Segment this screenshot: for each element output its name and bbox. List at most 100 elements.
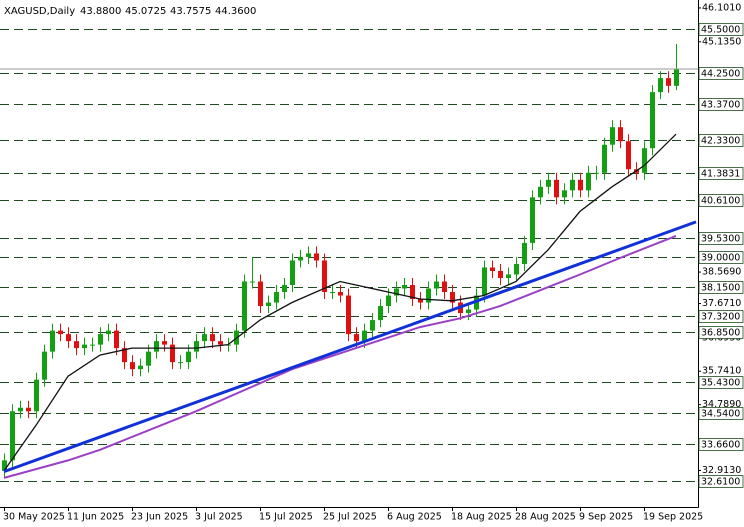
x-tick-label: 25 Jul 2025 — [323, 512, 377, 523]
x-tick-label: 30 May 2025 — [3, 512, 65, 523]
x-tick-label: 15 Jul 2025 — [259, 512, 313, 523]
candle-body — [42, 351, 47, 380]
candle-body — [114, 330, 119, 349]
candle-body — [362, 330, 367, 342]
chart-title: XAGUSD,Daily — [4, 6, 75, 17]
candle-body — [626, 141, 631, 170]
x-tick-label: 18 Aug 2025 — [451, 512, 512, 523]
candle-body — [74, 341, 79, 349]
level-label-box — [698, 232, 744, 245]
candle-body — [202, 334, 207, 342]
level-label: 34.5400 — [701, 409, 740, 420]
candle-body — [666, 78, 671, 86]
candle-body — [618, 127, 623, 142]
candle-body — [394, 288, 399, 296]
candle-body — [34, 379, 39, 412]
candle-body — [322, 260, 327, 293]
candle-body — [282, 285, 287, 293]
candle-body — [146, 351, 151, 366]
indicator-line — [3, 133, 677, 472]
y-tick-label: 45.1350 — [702, 36, 741, 47]
level-label: 42.3300 — [701, 136, 740, 147]
level-label-box — [698, 326, 744, 339]
candle-body — [570, 179, 575, 191]
candle-body — [538, 186, 543, 198]
level-label-box — [698, 376, 744, 389]
candle-body — [586, 172, 591, 191]
candle-body — [378, 306, 383, 321]
y-tick-label: 35.7410 — [702, 366, 741, 377]
candle-body — [354, 334, 359, 342]
candle-body — [226, 344, 231, 346]
level-label-box — [698, 251, 744, 264]
candle-body — [58, 330, 63, 335]
candle-body — [106, 330, 111, 335]
candle-body — [402, 285, 407, 289]
candle-body — [178, 362, 183, 364]
candle-body — [26, 407, 31, 412]
candle-body — [650, 92, 655, 149]
title-price: 45.0725 — [125, 6, 166, 17]
title-price: 43.8800 — [80, 6, 121, 17]
y-tick-label: 38.5690 — [702, 267, 741, 278]
candle-body — [602, 144, 607, 173]
candle-body — [450, 292, 455, 303]
candle-body — [186, 351, 191, 363]
indicator-line — [3, 234, 677, 479]
candle-body — [10, 411, 15, 461]
x-tick-label: 9 Sep 2025 — [579, 512, 633, 523]
title-price: 44.3600 — [215, 6, 256, 17]
title-price: 43.7575 — [170, 6, 211, 17]
candle-body — [514, 263, 519, 275]
y-tick-label: 34.7890 — [702, 399, 741, 410]
candle-body — [130, 362, 135, 370]
candle-body — [242, 281, 247, 331]
candle-body — [298, 256, 303, 261]
candle-body — [138, 365, 143, 370]
candle-body — [370, 320, 375, 331]
candle-body — [170, 344, 175, 363]
candle-body — [642, 148, 647, 173]
level-label: 33.6600 — [701, 440, 740, 451]
candle-body — [418, 299, 423, 303]
x-tick-label: 19 Sep 2025 — [643, 512, 703, 523]
candle-body — [2, 460, 7, 471]
candle-body — [562, 190, 567, 198]
candle-body — [346, 295, 351, 335]
indicator-line — [3, 220, 697, 474]
candle-body — [434, 281, 439, 289]
candle-body — [98, 334, 103, 345]
candle-body — [482, 267, 487, 296]
candle-body — [610, 127, 615, 145]
candle-body — [218, 341, 223, 345]
level-label-box — [698, 23, 744, 36]
candle-body — [674, 68, 679, 86]
level-label: 32.6100 — [701, 477, 740, 488]
candle-body — [250, 281, 255, 283]
candle-body — [426, 288, 431, 303]
candle-body — [330, 292, 335, 294]
candle-body — [18, 407, 23, 412]
candle-body — [210, 334, 215, 342]
candle-body — [546, 179, 551, 187]
level-label: 36.8500 — [701, 328, 740, 339]
level-label-box — [698, 407, 744, 420]
candle-body — [162, 341, 167, 345]
candle-body — [410, 285, 415, 300]
candle-body — [386, 295, 391, 307]
candle-body — [338, 292, 343, 296]
y-tick-label: 37.6710 — [702, 298, 741, 309]
x-tick-label: 23 Jun 2025 — [131, 512, 188, 523]
level-label-box — [698, 475, 744, 488]
level-label-box — [698, 310, 744, 323]
level-label-box — [698, 98, 744, 111]
level-label: 45.5000 — [701, 25, 740, 36]
candle-body — [466, 309, 471, 314]
candle-body — [530, 197, 535, 243]
candle-body — [554, 179, 559, 198]
candle-body — [314, 253, 319, 261]
candle-body — [290, 260, 295, 286]
candle-body — [442, 281, 447, 293]
